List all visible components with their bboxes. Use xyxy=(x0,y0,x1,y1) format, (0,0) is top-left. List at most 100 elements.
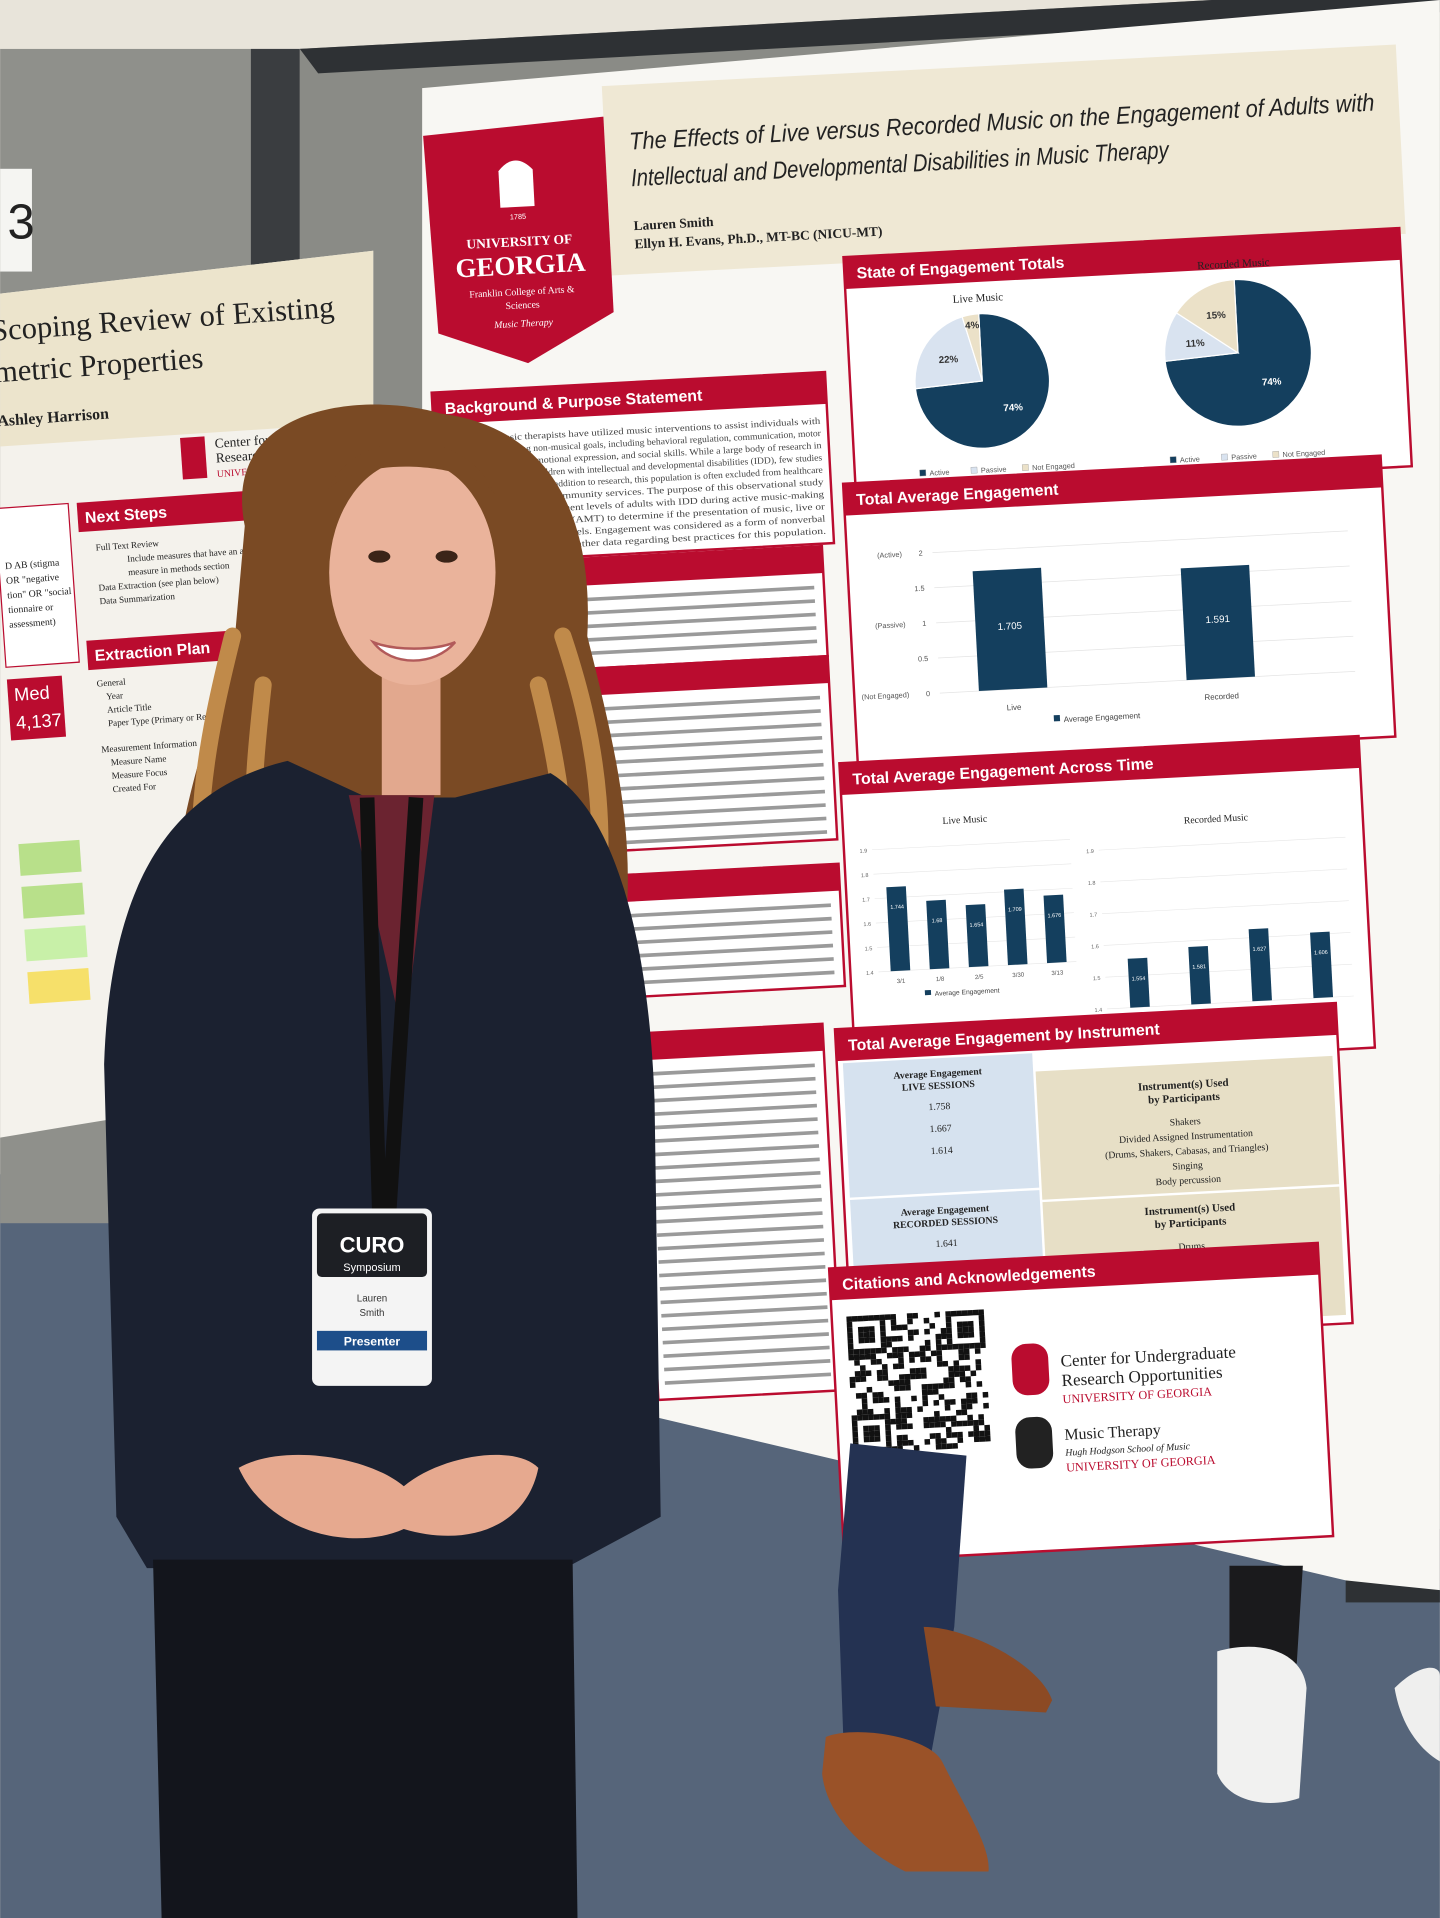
qr-module xyxy=(890,1418,897,1425)
side-panel xyxy=(0,502,80,668)
sneaker xyxy=(1217,1646,1307,1803)
qr-module xyxy=(847,1332,853,1339)
badge-role: Presenter xyxy=(344,1335,401,1349)
qr-module xyxy=(925,1345,931,1352)
qr-module xyxy=(947,1344,953,1350)
qr-module xyxy=(973,1425,980,1432)
qr-module xyxy=(965,1376,972,1382)
qr-module xyxy=(868,1315,875,1321)
qr-module xyxy=(865,1370,872,1377)
qr-module xyxy=(849,1382,856,1389)
qr-module xyxy=(984,1435,991,1442)
qr-module xyxy=(941,1344,948,1351)
qr-module xyxy=(967,1420,974,1426)
legend-label: Not Engaged xyxy=(1282,448,1325,459)
logo-arch xyxy=(498,160,535,208)
grid-line xyxy=(874,887,1073,899)
qr-module xyxy=(941,1443,947,1450)
value-label: 1.591 xyxy=(1205,614,1230,626)
qr-module xyxy=(899,1379,906,1386)
logo-year: 1785 xyxy=(510,212,527,222)
list-item: Year xyxy=(106,690,124,701)
qr-module xyxy=(967,1320,974,1327)
qr-module xyxy=(860,1370,866,1377)
y-tick-label: 0 xyxy=(926,689,931,698)
qr-module xyxy=(873,1314,880,1321)
qr-module xyxy=(955,1409,962,1416)
qr-module xyxy=(857,1315,864,1322)
qr-module xyxy=(968,1342,975,1349)
qr-module xyxy=(903,1346,909,1353)
pie-label: 22% xyxy=(938,354,958,366)
poster-author: Lauren Smith xyxy=(633,214,714,233)
qr-module xyxy=(933,1399,940,1406)
y-tick-label: 1.9 xyxy=(859,848,867,854)
panel-header xyxy=(834,1003,1338,1062)
qr-module xyxy=(905,1384,911,1391)
qr-module xyxy=(863,1431,870,1437)
text-line xyxy=(515,626,817,646)
qr-module xyxy=(861,1403,868,1410)
qr-module xyxy=(872,1397,879,1404)
qr-module xyxy=(919,1345,926,1352)
qr-module xyxy=(888,1380,895,1387)
qr-module xyxy=(942,1360,949,1367)
qr-module xyxy=(945,1415,952,1422)
qr-module xyxy=(882,1375,889,1381)
qr-module xyxy=(885,1440,892,1447)
qr-module xyxy=(968,1326,974,1333)
text-line xyxy=(654,1170,821,1184)
grid-line xyxy=(932,530,1348,553)
qr-module xyxy=(872,1392,879,1398)
qr-module xyxy=(875,1347,882,1354)
qr-module xyxy=(885,1424,891,1431)
y-tick-label: 1 xyxy=(922,619,927,628)
side-text: tion" OR "social xyxy=(7,586,72,601)
qr-module xyxy=(881,1347,887,1354)
legend-swatch xyxy=(1272,450,1280,458)
qr-module xyxy=(946,1338,953,1345)
qr-module xyxy=(948,1377,955,1383)
text-line xyxy=(661,1318,829,1332)
qr-module xyxy=(909,1373,916,1380)
text-line xyxy=(660,1291,827,1305)
legend-label: Passive xyxy=(1231,451,1257,461)
value-label: 1.744 xyxy=(890,904,904,911)
y-tick-label: 1.5 xyxy=(865,946,873,952)
table-header: LIVE SESSIONS xyxy=(902,1079,976,1094)
panel-header xyxy=(843,228,1401,289)
qr-module xyxy=(920,1356,926,1363)
list-item: General xyxy=(96,677,126,689)
flow-box xyxy=(18,839,82,876)
badge-person: Smith xyxy=(360,1308,385,1319)
table-header: by Participants xyxy=(1154,1215,1227,1231)
qr-module xyxy=(956,1310,963,1317)
qr-module xyxy=(974,1348,981,1354)
qr-module xyxy=(940,1421,946,1428)
qr-module xyxy=(900,1412,907,1419)
qr-module xyxy=(869,1436,875,1443)
left-poster-header xyxy=(0,250,374,447)
panel-header xyxy=(431,372,827,425)
qr-module xyxy=(924,1339,931,1346)
qr-module xyxy=(895,1407,901,1414)
qr-module xyxy=(885,1336,892,1343)
legend-label: Active xyxy=(929,468,949,478)
bar xyxy=(1310,931,1334,999)
qr-module xyxy=(912,1312,919,1319)
table-value: 1.667 xyxy=(929,1123,952,1135)
qr-module xyxy=(939,1416,946,1422)
qr-module xyxy=(953,1371,960,1378)
qr-module xyxy=(964,1365,971,1371)
level-label: (Not Engaged) xyxy=(861,690,909,701)
qr-module xyxy=(907,1439,914,1446)
qr-module xyxy=(909,1357,915,1363)
qr-module xyxy=(925,1356,932,1363)
qr-module xyxy=(860,1376,867,1382)
pie-label: 74% xyxy=(1003,402,1023,414)
qr-module xyxy=(864,1348,871,1355)
legend-label: Not Engaged xyxy=(1032,461,1075,472)
qr-module xyxy=(892,1346,898,1353)
qr-module xyxy=(896,1324,903,1331)
qr-module xyxy=(851,1315,858,1322)
